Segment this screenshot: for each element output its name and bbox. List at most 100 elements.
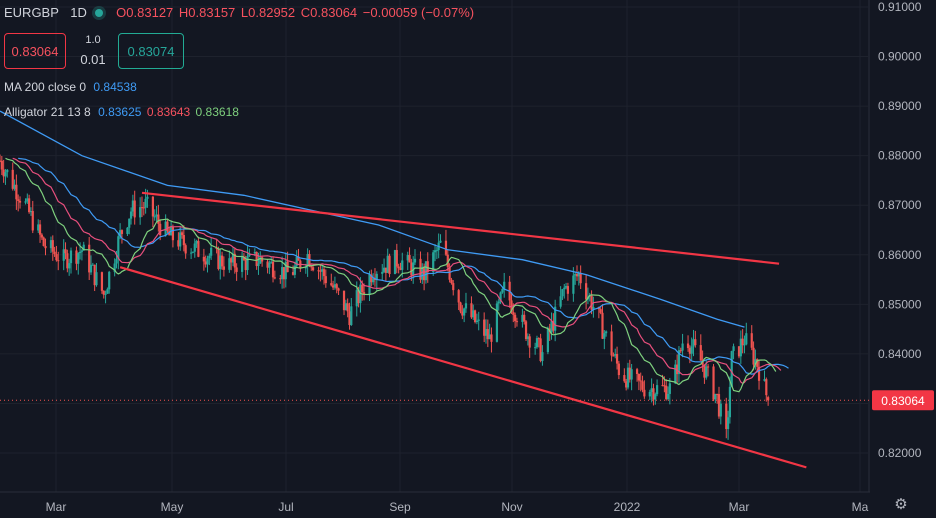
candle-body [477,319,480,321]
candle-body [475,320,478,323]
x-tick-label: Mar [46,500,67,514]
candle-body [523,314,526,322]
candle-body [168,231,171,236]
candle-body [688,348,691,354]
candle-body [220,255,224,267]
alligator-jaw-value: 0.83625 [98,105,142,119]
candle-body [375,273,378,281]
candle-body [151,196,154,217]
candle-body [384,267,387,273]
candle-body [38,224,42,235]
candle-body [577,273,580,277]
candle-body [497,301,500,304]
candle-body [95,272,98,286]
candle-body [106,289,109,294]
candle-body [179,232,182,247]
candle-body [754,359,757,365]
alligator-lips-value: 0.83618 [195,105,239,119]
candle-body [535,338,539,348]
candle-body [208,255,211,259]
candle-body [342,290,346,311]
candle-body [712,366,715,400]
candle-body [182,235,185,246]
candle-body [195,240,198,244]
candle-body [676,364,679,375]
interval-label[interactable]: 1D [70,5,87,20]
candle-body [419,258,422,280]
candle-body [630,369,633,380]
candle-body [40,234,43,238]
candle-body [235,267,238,272]
candle-body [259,257,262,264]
ma-legend[interactable]: MA 200 close 0 0.84538 [4,80,137,94]
candle-body [539,338,542,362]
candle-body [113,263,116,272]
candle-body [139,207,142,218]
candle-body [78,251,82,254]
candle-body [131,200,134,212]
sell-button[interactable]: 0.83064 [4,33,66,69]
candle-body [355,290,358,307]
candle-body [546,328,549,353]
candle-body [421,266,424,280]
candle-body [231,253,235,263]
candle-body [499,292,502,302]
candle-body [18,200,22,203]
candle-body [626,367,630,388]
alligator-lips-line [5,157,777,393]
trendline-upper [141,191,780,265]
candle-body [514,314,517,322]
buy-button[interactable]: 0.83074 [118,33,184,69]
market-status-icon [94,9,103,18]
candle-body [610,331,613,356]
candle-body [157,214,160,224]
alligator-teeth-value: 0.83643 [146,105,191,119]
alligator-legend[interactable]: Alligator 21 13 8 0.83625 0.83643 0.8361… [4,105,239,119]
candle-body [681,343,684,351]
candle-body [381,271,384,274]
candle-body [512,312,515,315]
candle-body [585,283,588,300]
candle-body [332,285,335,288]
candle-body [291,272,295,275]
settings-gear-icon[interactable]: ⚙ [894,496,908,513]
candle-body [488,334,491,340]
candle-body [666,393,670,400]
candle-body [11,169,14,189]
candle-body [304,266,307,269]
candle-body [745,333,748,345]
candle-body [26,198,29,202]
candle-body [171,226,175,241]
candle-body [306,254,309,267]
candle-body [333,284,337,288]
candle-body [68,263,71,269]
candle-body [348,311,351,326]
candle-body [271,261,275,278]
candle-body [690,346,693,354]
candle-body [117,236,120,260]
symbol-name[interactable]: EURGBP [4,5,59,20]
candle-body [432,252,435,273]
candle-body [641,381,644,390]
candle-body [51,240,54,252]
candle-body [4,172,7,177]
candle-body [140,207,144,209]
candle-body [240,257,244,272]
candle-body [668,383,671,394]
candle-body [750,333,753,348]
candle-body [561,289,564,297]
candle-body [230,258,233,263]
candle-body [82,244,85,251]
trendline-lower [119,266,807,469]
candle-body [426,261,429,273]
candle-body [310,266,313,268]
quantity-selector[interactable]: 1.0 0.01 [78,30,108,70]
candle-body [410,262,413,276]
candle-body [450,279,453,284]
candle-body [370,274,373,283]
candle-body [743,344,746,346]
candle-body [222,266,225,270]
candle-body [281,267,284,280]
change-value: −0.00059 (−0.07%) [362,5,475,20]
